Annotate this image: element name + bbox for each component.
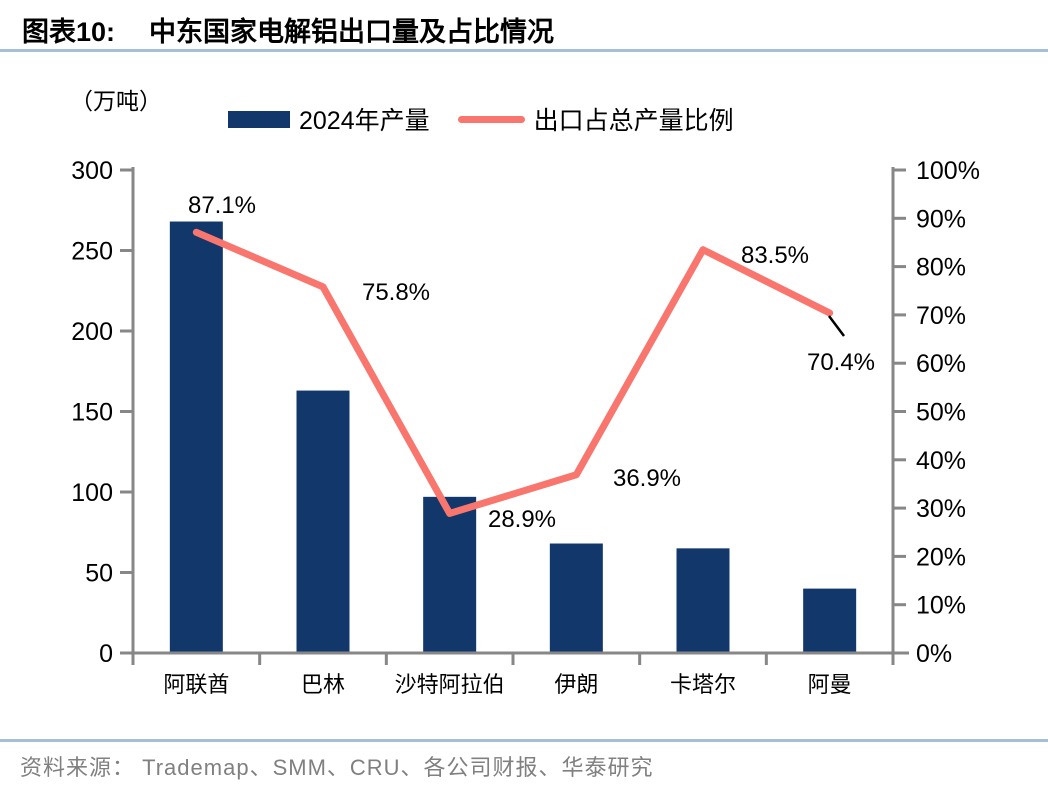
left-axis-tick-label: 300 [71, 157, 113, 185]
legend-bar-label: 2024年产量 [299, 107, 430, 135]
data-label-83.5%: 83.5% [741, 242, 809, 269]
bar-沙特阿拉伯 [423, 496, 477, 653]
category-label-阿联酋: 阿联酋 [163, 672, 229, 697]
legend-line-label: 出口占总产量比例 [533, 107, 734, 135]
left-axis-tick-label: 0 [99, 640, 113, 668]
right-axis-tick-label: 40% [916, 447, 966, 475]
left-axis-tick-label: 250 [71, 238, 113, 266]
category-label-卡塔尔: 卡塔尔 [670, 672, 736, 697]
export-ratio-line [192, 228, 834, 517]
data-label-36.9%: 36.9% [613, 465, 681, 492]
footer-divider [0, 739, 1048, 742]
right-axis-tick-label: 80% [916, 254, 966, 282]
source-note: 资料来源： Trademap、SMM、CRU、各公司财报、华泰研究 [20, 755, 654, 780]
category-label-巴林: 巴林 [301, 672, 345, 697]
data-label-87.1%: 87.1% [188, 192, 256, 219]
right-axis-tick-label: 70% [916, 302, 966, 330]
right-axis-tick-label: 60% [916, 350, 966, 378]
bar-伊朗 [549, 543, 603, 653]
data-label-70.4%: 70.4% [807, 349, 875, 376]
category-label-阿曼: 阿曼 [808, 672, 852, 697]
right-axis-tick-label: 20% [916, 543, 966, 571]
right-axis-tick-label: 10% [916, 592, 966, 620]
bar-卡塔尔 [676, 548, 730, 653]
right-axis-tick-label: 50% [916, 399, 966, 427]
right-axis-tick-label: 30% [916, 495, 966, 523]
category-label-沙特阿拉伯: 沙特阿拉伯 [395, 672, 505, 697]
right-axis-tick-label: 90% [916, 205, 966, 233]
label-leader-line [828, 315, 845, 337]
data-label-75.8%: 75.8% [362, 279, 430, 306]
bar-阿曼 [803, 588, 857, 653]
bar-巴林 [296, 390, 350, 653]
right-axis-tick-label: 0% [916, 640, 952, 668]
legend-bar-swatch [228, 110, 290, 128]
legend-line-swatch [457, 115, 525, 123]
chart-title-index: 图表10: [22, 17, 116, 47]
left-axis-tick-label: 150 [71, 399, 113, 427]
left-axis-tick-label: 100 [71, 479, 113, 507]
chart-legend: 2024年产量 出口占总产量比例 [228, 101, 734, 137]
left-axis-unit-label: （万吨） [70, 88, 162, 114]
data-label-28.9%: 28.9% [488, 506, 556, 533]
bar-阿联酋 [169, 221, 223, 653]
title-divider [0, 49, 1048, 52]
chart-title: 图表10: 中东国家电解铝出口量及占比情况 [22, 10, 554, 49]
category-label-伊朗: 伊朗 [554, 672, 598, 697]
chart-title-text: 中东国家电解铝出口量及占比情况 [149, 17, 555, 47]
left-axis-tick-label: 50 [85, 560, 113, 588]
left-axis-tick-label: 200 [71, 318, 113, 346]
right-axis-tick-label: 100% [916, 157, 980, 185]
